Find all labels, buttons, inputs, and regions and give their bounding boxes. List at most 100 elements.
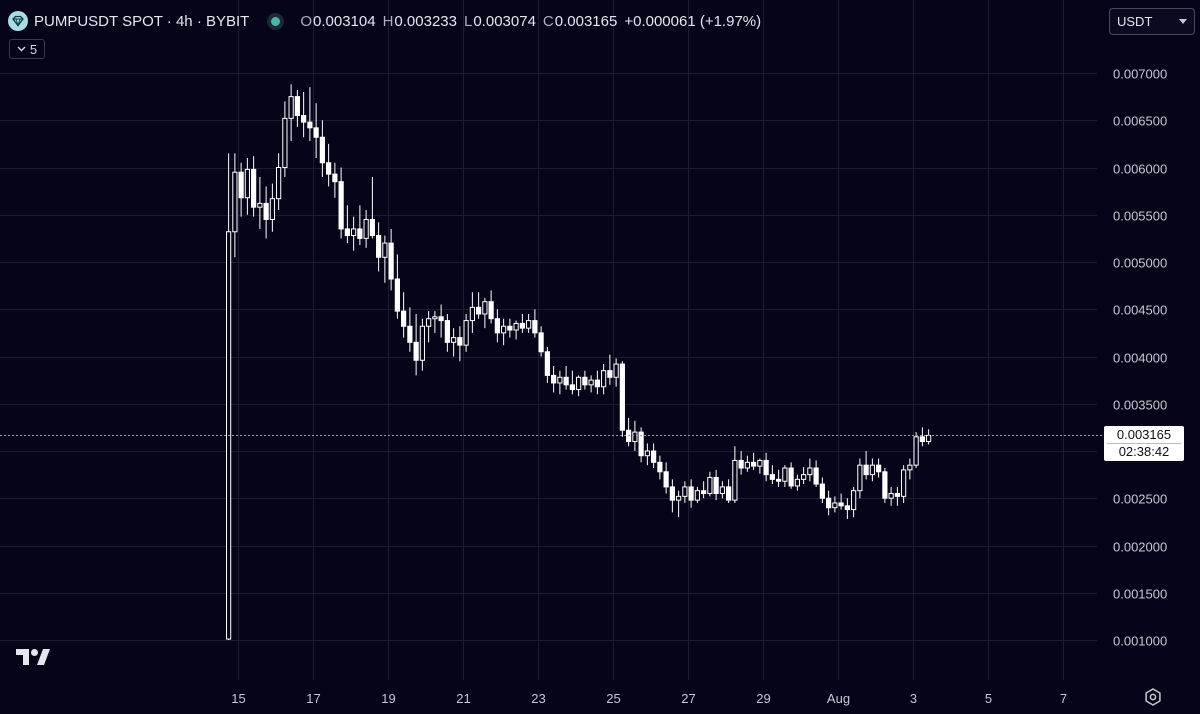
chevron-down-icon: [1179, 19, 1187, 24]
candle-body-up: [601, 370, 607, 388]
candle: [244, 158, 250, 215]
candle: [732, 446, 738, 503]
candle-body-up: [432, 316, 438, 320]
candle-body-down: [301, 115, 307, 123]
candle-body-up: [888, 493, 894, 499]
candle-body-down: [788, 467, 794, 487]
candle-body-down: [826, 497, 832, 509]
candle: [276, 153, 282, 211]
candle: [601, 364, 607, 395]
candle: [926, 429, 932, 445]
candle: [869, 458, 875, 482]
candle: [757, 458, 763, 474]
tradingview-logo-icon[interactable]: [16, 649, 50, 665]
candle: [619, 361, 625, 437]
candle: [307, 87, 313, 142]
candle-body-up: [757, 459, 763, 467]
x-tick-label: 3: [910, 691, 917, 706]
candle: [626, 417, 632, 447]
candle: [594, 370, 600, 395]
candle: [913, 432, 919, 469]
candle: [313, 103, 319, 159]
candle: [851, 486, 857, 518]
candle-body-down: [538, 332, 544, 353]
candle-body-up: [719, 486, 725, 495]
candle-body-up: [707, 476, 713, 495]
candle: [338, 167, 344, 239]
candle: [426, 311, 432, 343]
candle-body-down: [813, 467, 819, 485]
candle-body-down: [894, 493, 900, 497]
candle: [269, 183, 275, 232]
candle: [657, 455, 663, 480]
candle-body-down: [519, 322, 525, 329]
candle: [369, 176, 375, 239]
candle-body-down: [763, 459, 769, 476]
candle: [519, 313, 525, 333]
candle: [907, 458, 913, 480]
candle: [688, 479, 694, 508]
x-tick-label: 25: [606, 691, 620, 706]
candle: [532, 309, 538, 338]
candle-body-down: [569, 384, 575, 391]
candle-body-down: [701, 490, 707, 495]
candle-body-down: [738, 459, 744, 469]
candle: [513, 320, 519, 340]
candle-body-down: [344, 228, 350, 237]
indicators-toggle-button[interactable]: 5: [9, 39, 45, 59]
candle: [419, 318, 425, 371]
candle: [813, 460, 819, 487]
x-tick-label: 21: [456, 691, 470, 706]
candle-body-down: [844, 505, 850, 511]
candle: [801, 467, 807, 485]
candle-body-down: [751, 461, 757, 467]
candle: [669, 479, 675, 513]
candle: [576, 375, 582, 397]
candle: [888, 486, 894, 506]
candle: [901, 465, 907, 503]
x-tick-label: 7: [1060, 691, 1067, 706]
candle-body-down: [369, 218, 375, 237]
time-axis: 15 17 19 21 23 25 27 29 Aug 3 5 7: [231, 691, 1067, 706]
candle-body-down: [619, 363, 625, 431]
y-tick-label: 0.002500: [1113, 492, 1167, 507]
candle: [701, 481, 707, 499]
candle: [676, 490, 682, 518]
candle-body-down: [457, 337, 463, 346]
candle: [707, 471, 713, 497]
candle-body-up: [907, 464, 913, 471]
candle-body-down: [407, 325, 413, 343]
candle: [326, 143, 332, 187]
candle-body-down: [494, 318, 500, 334]
candle-body-down: [319, 136, 325, 164]
chart-legend: PUMPUSDT SPOT · 4h · BYBIT O 0.003104 H 0.…: [8, 10, 768, 32]
candle-body-down: [882, 471, 888, 499]
candle-body-down: [413, 341, 419, 361]
candle-body-up: [676, 495, 682, 501]
candle-body-down: [394, 278, 400, 312]
candle-body-down: [838, 502, 844, 507]
candle: [332, 162, 338, 198]
candle: [526, 313, 532, 333]
candle-body-up: [501, 325, 507, 334]
candle: [444, 313, 450, 352]
candle-body-up: [744, 461, 750, 469]
candle-body-down: [507, 325, 513, 331]
candle-body-up: [588, 379, 594, 386]
settings-gear-icon[interactable]: [1144, 688, 1162, 706]
candle-body-up: [851, 490, 857, 511]
high-label: H: [382, 12, 394, 30]
candle: [438, 304, 444, 338]
candle: [857, 458, 863, 499]
candle: [544, 347, 550, 383]
candle-body-down: [651, 450, 657, 463]
currency-select[interactable]: USDT: [1109, 8, 1195, 35]
candle-body-down: [251, 168, 257, 208]
candle-body-up: [257, 202, 263, 208]
candle-body-down: [338, 181, 344, 230]
symbol-title[interactable]: PUMPUSDT SPOT · 4h · BYBIT: [34, 12, 250, 30]
candle-body-down: [669, 486, 675, 501]
high-value: 0.003233: [394, 12, 457, 30]
candle-body-up: [857, 464, 863, 492]
